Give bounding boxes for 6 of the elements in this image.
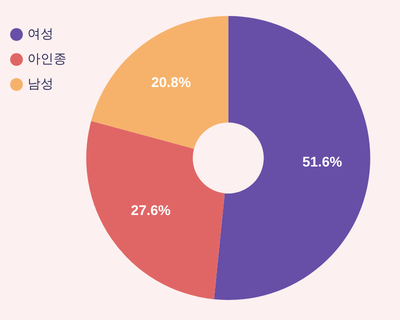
data-label: 27.6% bbox=[130, 202, 172, 218]
data-label: 51.6% bbox=[302, 154, 343, 170]
data-label: 20.8% bbox=[151, 74, 192, 90]
legend-label: 여성 bbox=[28, 26, 54, 42]
legend-label: 아인종 bbox=[28, 52, 66, 67]
legend-label: 남성 bbox=[28, 76, 54, 92]
